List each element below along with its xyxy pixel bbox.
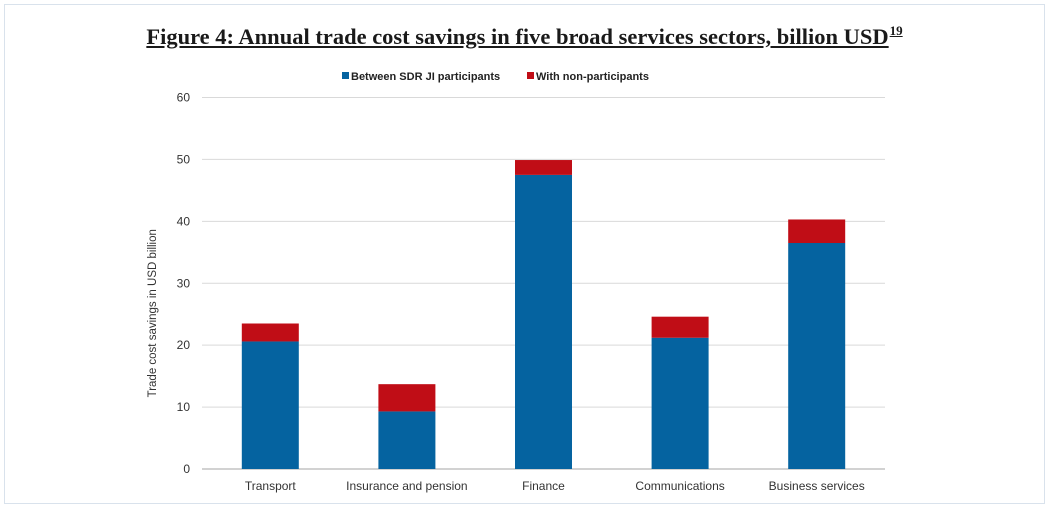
bar-participants-1 [378,411,436,469]
legend-label-1: With non-participants [536,71,649,83]
bar-participants-0 [241,341,299,469]
y-tick-label: 10 [177,400,191,414]
bar-non-participants-2 [515,160,572,175]
figure-title-text: Figure 4: Annual trade cost savings in f… [146,24,889,49]
legend-swatch-1 [527,72,534,79]
y-tick-label: 20 [177,338,191,352]
x-tick-label: Insurance and pension [346,479,467,493]
x-tick-label: Transport [245,479,297,493]
legend-label-0: Between SDR JI participants [351,71,500,83]
bar-non-participants-0 [241,323,299,342]
y-tick-label: 40 [177,214,191,228]
figure-title-footnote: 19 [889,23,903,38]
legend-swatch-0 [342,72,349,79]
bar-participants-2 [515,174,572,470]
bar-non-participants-1 [378,384,436,412]
bar-participants-4 [788,243,846,469]
y-tick-label: 60 [177,91,191,105]
bar-non-participants-4 [788,219,846,244]
y-tick-label: 30 [177,276,191,290]
y-axis-label: Trade cost savings in USD billion [147,229,159,397]
figure-title: Figure 4: Annual trade cost savings in f… [0,24,1049,49]
x-tick-label: Business services [769,479,865,493]
x-tick-label: Finance [522,479,565,493]
bar-participants-3 [651,337,709,469]
y-tick-label: 0 [183,462,190,476]
x-tick-label: Communications [635,479,724,493]
bar-non-participants-3 [651,316,709,338]
y-tick-label: 50 [177,152,191,166]
